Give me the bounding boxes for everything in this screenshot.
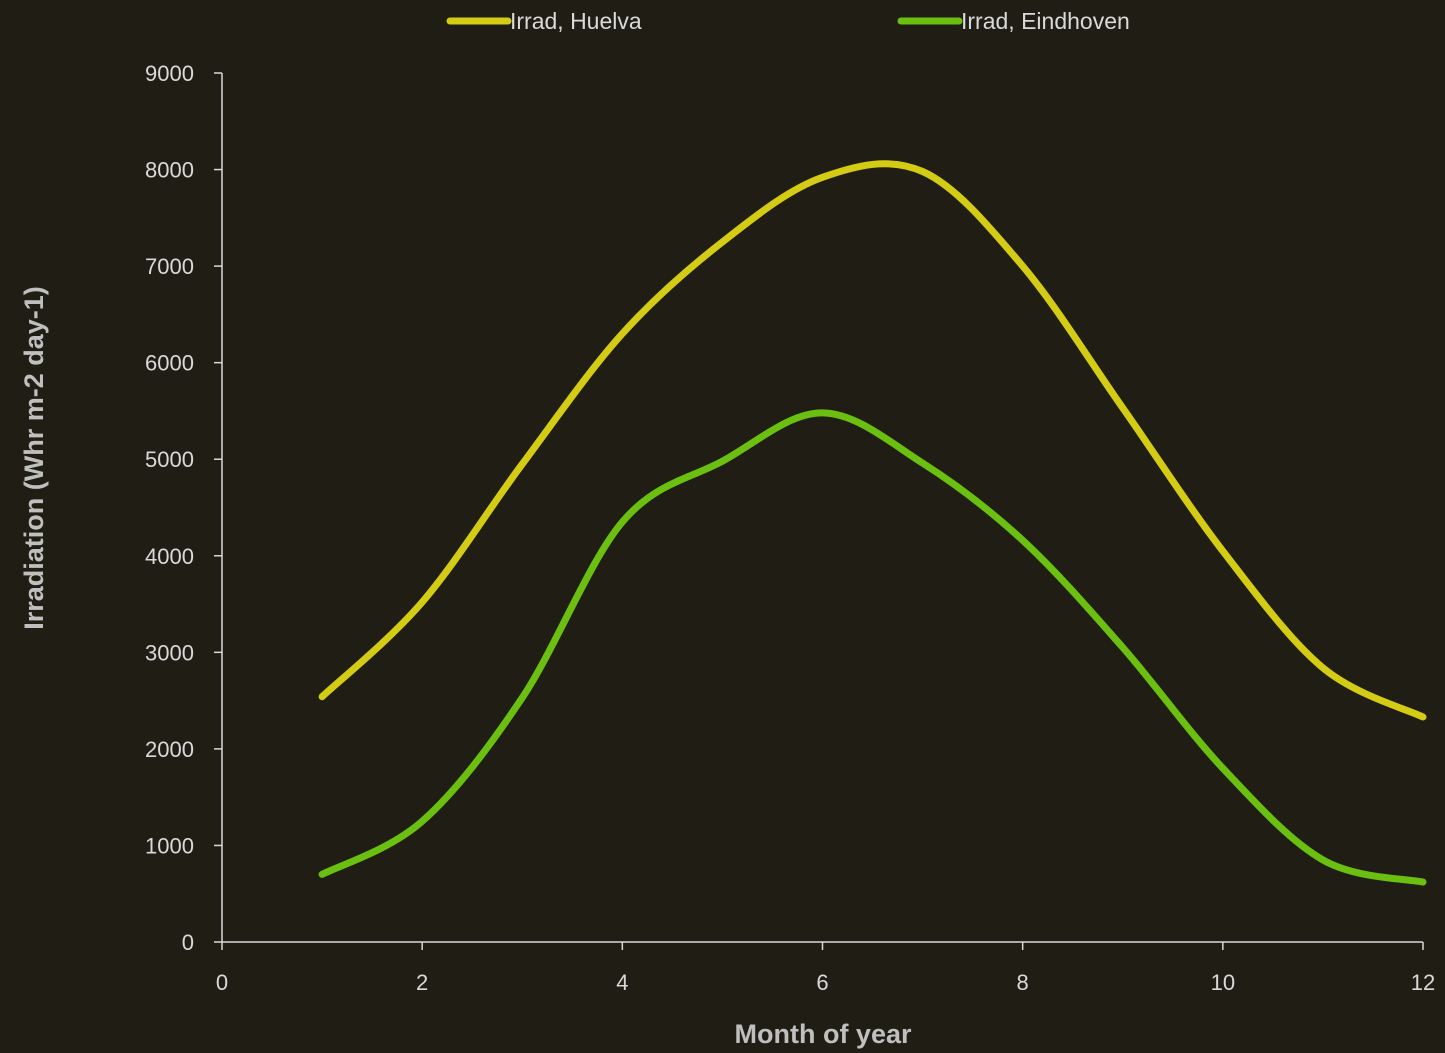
legend: Irrad, Huelva Irrad, Eindhoven (446, 8, 1130, 34)
x-tick-label: 10 (1211, 970, 1235, 995)
legend-label: Irrad, Huelva (510, 8, 642, 34)
y-tick-label: 1000 (145, 833, 194, 858)
series-line-eindhoven (318, 409, 1427, 886)
x-tick-label: 12 (1411, 970, 1435, 995)
y-tick-label: 4000 (145, 544, 194, 569)
y-tick-label: 6000 (145, 351, 194, 376)
x-tick-label: 0 (216, 970, 228, 995)
series-line-huelva (318, 160, 1427, 721)
y-tick-label: 3000 (145, 640, 194, 665)
y-tick-label: 2000 (145, 737, 194, 762)
x-tick-label: 8 (1017, 970, 1029, 995)
y-tick-label: 9000 (145, 61, 194, 86)
y-tick-label: 0 (182, 930, 194, 955)
y-tick-label: 7000 (145, 254, 194, 279)
y-tick-label: 5000 (145, 447, 194, 472)
x-tick-label: 6 (816, 970, 828, 995)
y-tick-label: 8000 (145, 158, 194, 183)
y-axis-title: Irradiation (Whr m-2 day-1) (19, 286, 49, 630)
x-tick-label: 4 (616, 970, 628, 995)
axes: 0 1000 2000 3000 4000 5000 6000 7000 8000 9000 0 2 4… (145, 61, 1435, 995)
legend-label: Irrad, Eindhoven (961, 8, 1130, 34)
series-lines (318, 160, 1427, 886)
x-tick-label: 2 (416, 970, 428, 995)
x-axis-title: Month of year (734, 1019, 911, 1049)
